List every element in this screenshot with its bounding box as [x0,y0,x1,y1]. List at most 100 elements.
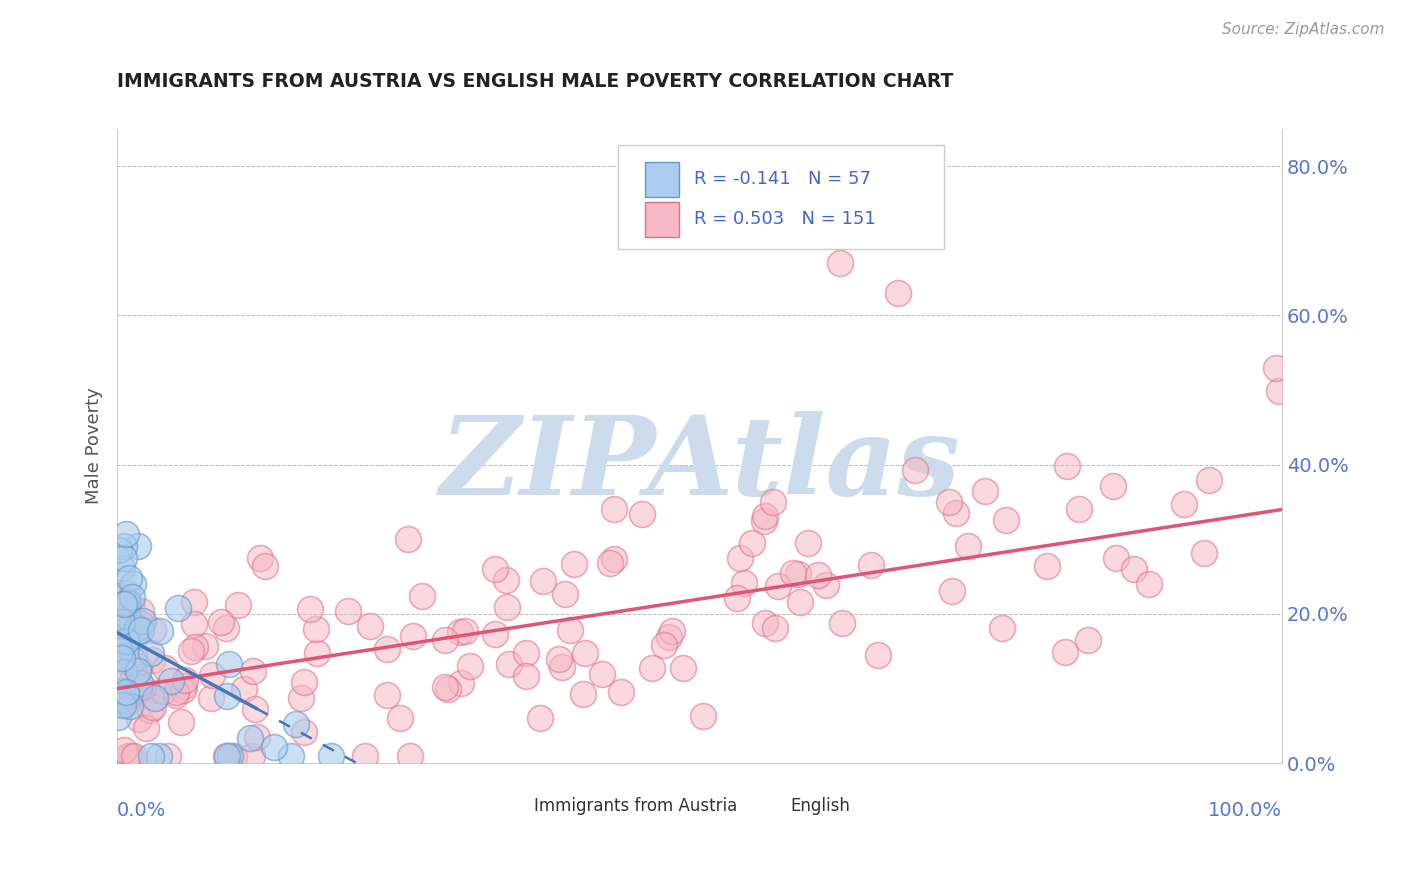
Point [107,648,129,663]
Point [114,527,136,541]
FancyBboxPatch shape [619,145,945,249]
Text: 0.0%: 0.0% [117,801,166,821]
Point [152,683,174,698]
Text: R = -0.141   N = 57: R = -0.141 N = 57 [695,170,870,188]
Point [114,618,136,632]
Point [1268,384,1291,399]
Point [298,602,321,616]
Point [142,699,165,714]
Point [148,748,170,763]
Point [143,690,166,705]
Point [121,590,143,604]
Point [173,679,195,693]
Point [180,644,202,658]
Point [454,624,477,638]
Point [434,680,457,694]
Point [117,748,139,763]
Point [1102,479,1125,493]
Point [121,577,143,591]
Point [562,557,585,571]
Point [603,552,626,566]
Point [222,748,245,763]
Point [110,691,132,706]
Point [139,748,162,763]
Point [127,539,149,553]
Point [200,691,222,706]
Point [610,684,633,698]
Text: ZIPAtlas: ZIPAtlas [439,411,960,519]
Point [336,604,359,618]
Point [263,740,285,755]
Point [128,712,150,726]
Point [786,567,808,582]
Point [166,685,188,699]
Point [831,616,853,631]
Point [1077,633,1099,648]
Point [641,661,664,675]
Point [449,624,471,639]
Point [353,748,375,763]
Point [1173,496,1195,510]
Point [797,536,820,550]
Point [170,714,193,729]
Point [249,551,271,566]
Point [398,748,420,763]
Point [111,684,134,698]
Point [114,591,136,605]
Point [172,682,194,697]
Point [112,597,135,611]
Point [768,579,790,593]
Point [174,673,197,688]
Point [242,748,264,763]
Point [1105,550,1128,565]
Point [107,611,129,625]
Point [129,680,152,694]
Point [108,648,131,663]
Point [558,623,581,637]
Point [450,676,472,690]
Point [396,532,419,546]
Point [136,686,159,700]
Point [120,748,142,763]
Point [728,550,751,565]
Point [115,633,138,648]
Point [591,666,613,681]
Point [112,539,135,553]
Point [127,664,149,678]
Point [115,586,138,600]
Point [280,748,302,763]
Text: English: English [790,797,851,814]
Point [531,574,554,588]
FancyBboxPatch shape [645,202,679,236]
Text: Immigrants from Austria: Immigrants from Austria [534,797,738,814]
Point [110,643,132,657]
Point [752,515,775,529]
Point [111,651,134,665]
Point [129,676,152,690]
Point [232,681,254,696]
Point [111,694,134,708]
Point [741,535,763,549]
Text: IMMIGRANTS FROM AUSTRIA VS ENGLISH MALE POVERTY CORRELATION CHART: IMMIGRANTS FROM AUSTRIA VS ENGLISH MALE … [117,71,953,91]
Point [141,653,163,667]
Point [572,687,595,701]
FancyBboxPatch shape [499,794,530,819]
Point [117,610,139,624]
Point [226,598,249,612]
Point [672,661,695,675]
Point [1054,645,1077,659]
Point [115,596,138,610]
Point [117,695,139,709]
Point [139,646,162,660]
Point [828,256,851,270]
Point [124,630,146,644]
Point [991,621,1014,635]
Point [112,551,135,566]
Point [887,285,910,300]
Point [603,502,626,516]
Point [974,483,997,498]
Point [127,660,149,674]
Point [484,627,506,641]
FancyBboxPatch shape [755,794,786,819]
Point [294,724,316,739]
